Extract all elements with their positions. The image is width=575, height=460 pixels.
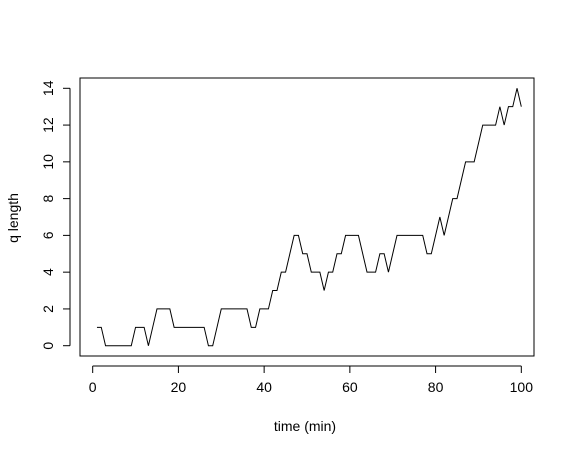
x-tick-label: 100 (510, 379, 534, 395)
y-axis-label: q length (5, 193, 21, 243)
x-axis-label: time (min) (274, 418, 336, 434)
y-tick-label: 10 (40, 154, 56, 170)
y-tick-label: 4 (40, 268, 56, 276)
plot-frame (79, 77, 535, 357)
axes: 0 20 40 60 80 100 0 2 4 6 8 10 12 14 (40, 80, 533, 395)
x-tick-label: 20 (171, 379, 187, 395)
y-tick-label: 0 (40, 342, 56, 350)
y-tick-label: 2 (40, 305, 56, 313)
x-tick-label: 80 (428, 379, 444, 395)
x-tick-label: 0 (89, 379, 97, 395)
y-tick-label: 12 (40, 117, 56, 133)
y-tick-label: 6 (40, 231, 56, 239)
x-tick-label: 40 (256, 379, 272, 395)
y-tick-label: 8 (40, 195, 56, 203)
x-tick-label: 60 (342, 379, 358, 395)
series-line (96, 88, 522, 347)
y-tick-label: 14 (40, 80, 56, 96)
plot-area (79, 77, 535, 357)
